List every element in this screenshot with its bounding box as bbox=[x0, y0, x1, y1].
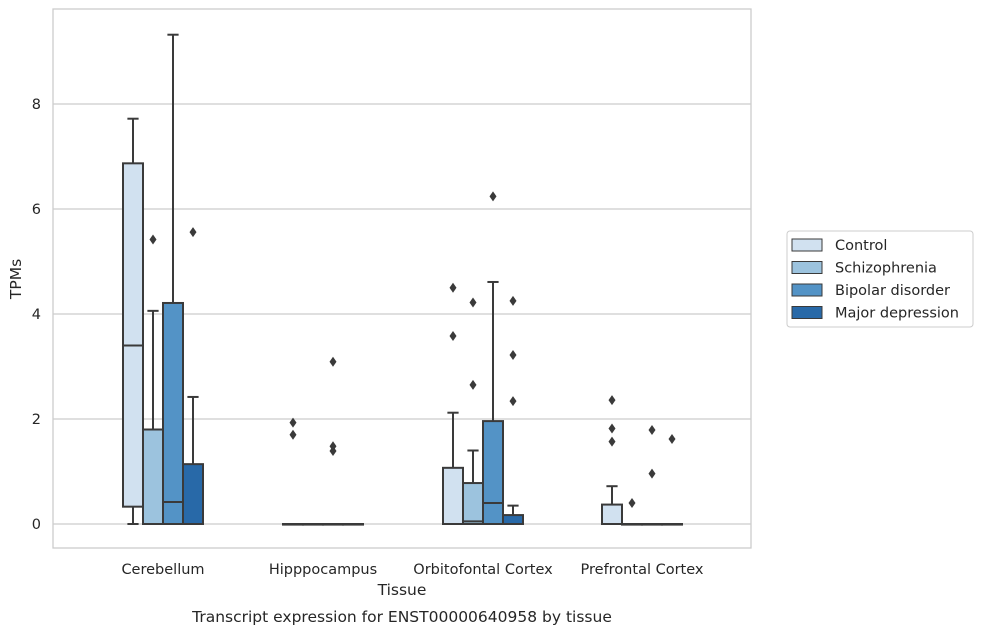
outlier-point bbox=[189, 227, 197, 238]
outlier-point bbox=[329, 356, 337, 367]
legend-swatch bbox=[791, 283, 823, 297]
box-body bbox=[462, 482, 484, 525]
outlier-point bbox=[608, 436, 616, 447]
y-axis-ticks: 0 2 4 6 8 bbox=[32, 97, 41, 533]
box-body bbox=[162, 301, 184, 525]
box-2-0 bbox=[162, 33, 184, 525]
box-0-3 bbox=[601, 395, 623, 526]
outlier-point bbox=[289, 417, 297, 428]
box-3-0 bbox=[182, 227, 204, 525]
box-body bbox=[482, 420, 504, 526]
box-1-1 bbox=[302, 523, 324, 526]
y-tick-label: 8 bbox=[32, 97, 41, 113]
outlier-point bbox=[469, 297, 477, 308]
legend-label: Bipolar disorder bbox=[835, 283, 950, 299]
plot-frame bbox=[52, 8, 752, 549]
outlier-point bbox=[289, 429, 297, 440]
outlier-point bbox=[509, 396, 517, 407]
outlier-point bbox=[509, 349, 517, 360]
legend-swatch bbox=[791, 261, 823, 274]
box-2-2 bbox=[482, 191, 504, 526]
legend-swatch bbox=[791, 306, 823, 319]
x-axis-label: Tissue bbox=[377, 581, 427, 599]
legend: Control Schizophrenia Bipolar disorder Majo… bbox=[786, 230, 974, 328]
outlier-point bbox=[449, 282, 457, 293]
x-tick-label: Cerebellum bbox=[121, 562, 204, 578]
plot-area bbox=[122, 33, 683, 526]
box-2-3 bbox=[641, 425, 663, 526]
box-0-1 bbox=[282, 417, 304, 526]
y-tick-label: 4 bbox=[32, 307, 41, 323]
legend-label: Schizophrenia bbox=[835, 261, 937, 277]
outlier-point bbox=[449, 331, 457, 342]
box-3-1 bbox=[342, 523, 364, 526]
box-body bbox=[601, 503, 623, 526]
box-0-0 bbox=[122, 117, 144, 525]
box-1-3 bbox=[621, 498, 643, 526]
box-body bbox=[502, 514, 524, 526]
y-axis-label: TPMs bbox=[7, 259, 25, 300]
outlier-point bbox=[329, 446, 337, 457]
x-tick-label: Orbitofontal Cortex bbox=[413, 562, 553, 578]
box-3-2 bbox=[502, 295, 524, 526]
outlier-point bbox=[469, 379, 477, 390]
outlier-point bbox=[648, 425, 656, 436]
y-tick-label: 2 bbox=[32, 412, 41, 428]
outlier-point bbox=[628, 498, 636, 508]
y-tick-label: 0 bbox=[32, 517, 41, 533]
box-3-3 bbox=[661, 433, 683, 526]
outlier-point bbox=[668, 433, 676, 444]
y-tick-label: 6 bbox=[32, 202, 41, 218]
legend-label: Major depression bbox=[835, 306, 959, 322]
x-axis-ticks: Cerebellum Hipppocampus Orbitofontal Corte… bbox=[121, 562, 703, 578]
outlier-point bbox=[608, 423, 616, 434]
box-body bbox=[122, 162, 144, 508]
box-body bbox=[182, 463, 204, 525]
legend-frame bbox=[786, 230, 974, 328]
x-tick-label: Prefrontal Cortex bbox=[581, 562, 704, 578]
legend-label: Control bbox=[835, 238, 887, 254]
outlier-point bbox=[648, 468, 656, 479]
chart-caption: Transcript expression for ENST0000064095… bbox=[191, 608, 612, 626]
box-body bbox=[142, 428, 164, 525]
legend-swatch bbox=[791, 238, 823, 252]
outlier-point bbox=[489, 191, 497, 202]
outlier-point bbox=[608, 395, 616, 406]
box-body bbox=[442, 466, 464, 526]
outlier-point bbox=[149, 234, 157, 245]
x-tick-label: Hipppocampus bbox=[269, 562, 377, 578]
outlier-point bbox=[509, 295, 517, 306]
